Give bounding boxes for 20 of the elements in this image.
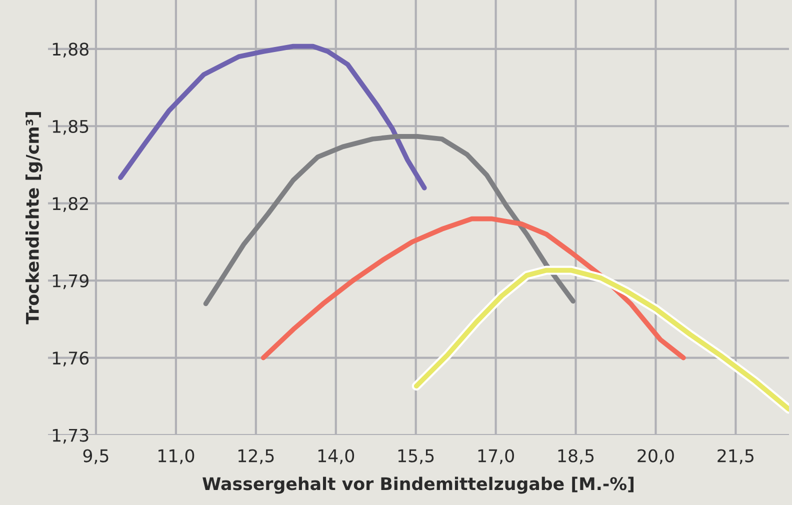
x-tick-label: 18,5	[558, 449, 594, 464]
line-series	[118, 44, 427, 190]
y-tick-label: 1,73	[52, 428, 88, 444]
line-series	[260, 216, 686, 360]
y-tick-label: 1,82	[52, 197, 88, 212]
y-tick-label: 1,85	[52, 120, 88, 135]
x-tick-label: 9,5	[83, 449, 108, 464]
y-tick-label: 1,79	[52, 274, 88, 290]
x-tick-label: 20,0	[638, 449, 674, 464]
y-tick-label: 1,76	[52, 351, 89, 366]
x-tick-label: 12,5	[238, 449, 274, 464]
x-tick-label: 17,0	[478, 449, 514, 464]
y-axis-title: Trockendichte [g/cm³]	[26, 112, 42, 324]
x-tick-label: 11,0	[158, 449, 194, 464]
line-series	[203, 134, 576, 306]
x-axis-title: Wassergehalt vor Bindemittelzugabe [M.-%]	[202, 476, 634, 494]
x-tick-label: 14,0	[318, 449, 354, 464]
x-tick-label: 21,5	[718, 449, 754, 464]
x-tick-label: 15,5	[398, 449, 434, 464]
y-tick-label: 1,88	[52, 42, 88, 58]
